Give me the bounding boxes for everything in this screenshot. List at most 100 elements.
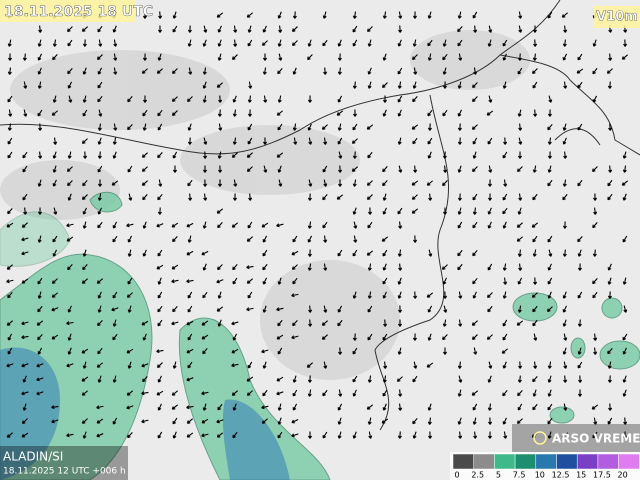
wind-arrow bbox=[503, 431, 508, 439]
wind-arrow bbox=[427, 151, 432, 159]
wind-arrow bbox=[186, 250, 194, 256]
wind-arrow bbox=[6, 432, 13, 438]
wind-arrow bbox=[338, 151, 343, 159]
wind-arrow bbox=[142, 221, 147, 229]
wind-arrow bbox=[607, 179, 613, 187]
wind-arrow bbox=[606, 68, 613, 74]
wind-arrow bbox=[322, 431, 328, 439]
wind-arrow bbox=[203, 193, 208, 201]
wind-arrow bbox=[337, 305, 343, 313]
wind-arrow bbox=[487, 431, 492, 439]
legend-swatch bbox=[473, 453, 495, 470]
wind-arrow bbox=[593, 333, 598, 341]
wind-arrow bbox=[531, 222, 539, 228]
wind-arrow bbox=[592, 95, 598, 103]
wind-arrow bbox=[188, 193, 193, 201]
wind-arrow bbox=[97, 193, 102, 201]
wind-arrow bbox=[22, 375, 27, 383]
wind-arrow bbox=[532, 389, 537, 397]
wind-arrow bbox=[278, 179, 283, 187]
wind-arrow bbox=[172, 165, 178, 173]
wind-arrow bbox=[97, 375, 102, 383]
wind-arrow bbox=[487, 263, 493, 271]
wind-arrow bbox=[621, 180, 629, 186]
wind-arrow bbox=[442, 277, 447, 285]
wind-arrow bbox=[397, 39, 402, 47]
wind-arrow bbox=[367, 291, 372, 299]
wind-arrow bbox=[382, 207, 387, 215]
wind-arrow bbox=[171, 222, 179, 228]
wind-arrow bbox=[352, 123, 358, 131]
wind-arrow bbox=[21, 251, 29, 256]
wind-arrow bbox=[291, 433, 299, 438]
wind-arrow bbox=[427, 137, 433, 145]
wind-arrow bbox=[337, 39, 342, 47]
wind-arrow bbox=[382, 193, 387, 201]
wind-arrow bbox=[576, 68, 584, 74]
wind-arrow bbox=[381, 418, 389, 424]
wind-arrow bbox=[502, 193, 508, 201]
wind-arrow bbox=[367, 263, 372, 271]
wind-arrow bbox=[322, 165, 328, 173]
wind-arrow bbox=[67, 68, 73, 75]
wind-arrow bbox=[172, 25, 178, 33]
wind-arrow bbox=[186, 279, 194, 284]
wind-arrow bbox=[337, 137, 343, 145]
wind-arrow bbox=[96, 362, 104, 368]
wind-arrow bbox=[186, 348, 194, 354]
wind-arrow bbox=[97, 305, 102, 313]
wind-arrow bbox=[577, 123, 583, 131]
wind-arrow bbox=[277, 277, 282, 285]
wind-arrow bbox=[472, 221, 478, 229]
valid-time: 18.11.2025 18 UTC bbox=[4, 4, 153, 20]
wind-arrow bbox=[22, 193, 28, 201]
wind-arrow bbox=[307, 123, 312, 131]
wind-arrow bbox=[291, 264, 298, 270]
wind-arrow bbox=[187, 305, 193, 313]
wind-arrow bbox=[141, 152, 148, 158]
wind-arrow bbox=[352, 25, 358, 33]
wind-arrow bbox=[68, 95, 73, 103]
wind-arrow bbox=[547, 389, 552, 397]
wind-arrow bbox=[322, 39, 328, 47]
wind-arrow bbox=[502, 39, 508, 47]
wind-arrow bbox=[323, 305, 328, 313]
wind-arrow bbox=[7, 53, 13, 61]
wind-arrow bbox=[442, 151, 447, 159]
wind-arrow bbox=[127, 249, 132, 257]
wind-arrow bbox=[82, 361, 87, 369]
wind-arrow bbox=[277, 95, 282, 103]
wind-arrow bbox=[112, 417, 118, 425]
wind-arrow bbox=[202, 291, 208, 299]
wind-arrow bbox=[81, 26, 88, 32]
wind-arrow bbox=[67, 26, 73, 33]
wind-arrow bbox=[413, 165, 418, 173]
wind-arrow bbox=[607, 277, 612, 285]
wind-arrow bbox=[36, 320, 44, 326]
wind-arrow bbox=[442, 67, 447, 75]
wind-arrow bbox=[562, 291, 567, 299]
legend-tick: 12.5 bbox=[552, 471, 570, 480]
wind-arrow bbox=[247, 25, 252, 33]
wind-arrow bbox=[562, 123, 567, 131]
wind-arrow bbox=[112, 235, 118, 243]
wind-arrow bbox=[112, 25, 117, 33]
wind-arrow bbox=[471, 320, 478, 326]
wind-arrow bbox=[457, 26, 463, 33]
wind-arrow bbox=[532, 25, 538, 33]
wind-arrow bbox=[427, 305, 433, 313]
wind-arrow bbox=[96, 418, 104, 424]
wind-arrow bbox=[607, 263, 612, 271]
wind-arrow bbox=[233, 25, 238, 33]
wind-arrow bbox=[411, 180, 419, 186]
wind-arrow bbox=[51, 278, 58, 284]
wind-arrow bbox=[276, 307, 284, 312]
wind-arrow bbox=[158, 179, 163, 187]
wind-arrow bbox=[457, 109, 462, 117]
wind-arrow bbox=[413, 361, 418, 369]
wind-arrow bbox=[308, 319, 313, 327]
wind-arrow bbox=[172, 11, 177, 19]
wind-arrow bbox=[127, 432, 133, 439]
wind-arrow bbox=[517, 207, 522, 215]
wind-arrow bbox=[531, 292, 538, 298]
